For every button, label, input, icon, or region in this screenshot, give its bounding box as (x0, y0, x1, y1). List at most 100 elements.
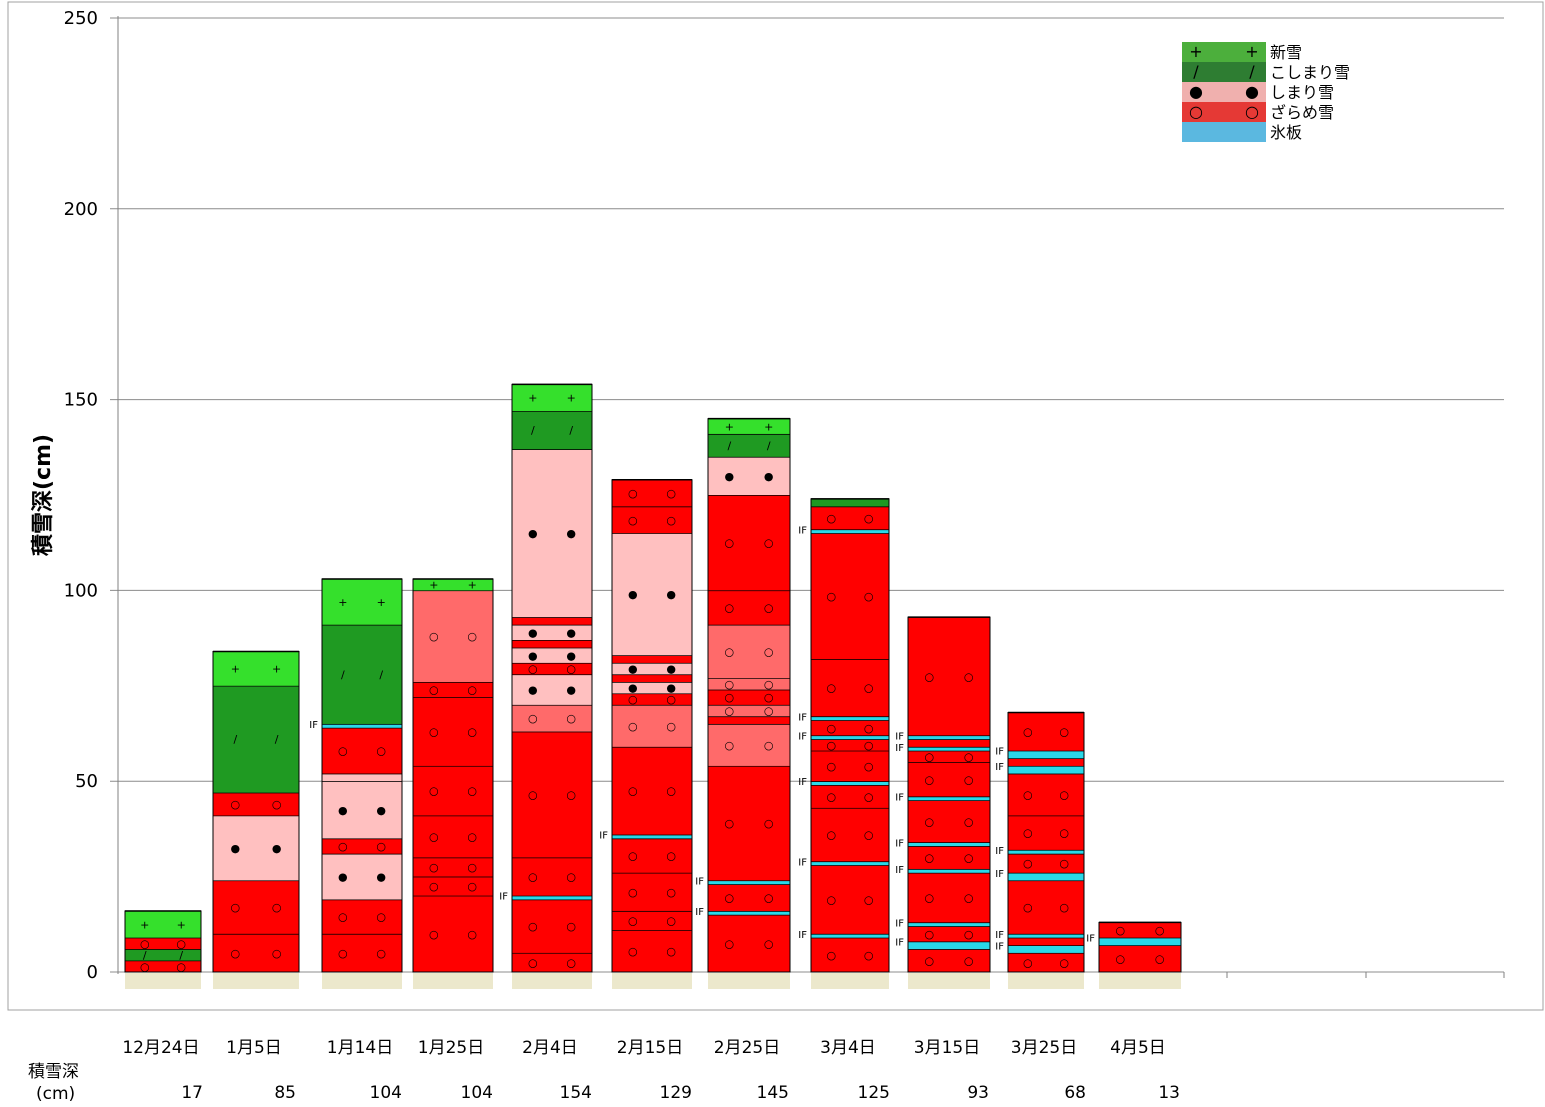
layer-marker: + (338, 596, 347, 609)
layer-marker: ● (338, 871, 348, 884)
ice-label: IF (599, 831, 608, 842)
layer-marker: ○ (725, 602, 735, 615)
layer-marker: ○ (725, 937, 735, 950)
layer-marker: ○ (666, 945, 676, 958)
layer-zarame (512, 663, 592, 674)
layer-marker: ○ (1023, 901, 1033, 914)
depth-value: 13 (1158, 1083, 1180, 1103)
ice-label: IF (1086, 934, 1095, 945)
layer-marker: ● (566, 527, 576, 540)
ice-label: IF (895, 865, 904, 876)
y-tick-label: 200 (64, 199, 98, 220)
layer-zarame (413, 766, 493, 816)
layer-marker: ○ (429, 928, 439, 941)
date-label: 12月24日 (122, 1038, 199, 1058)
layer-zarame (1008, 880, 1084, 933)
legend-item-5: 氷板 (1182, 122, 1302, 142)
layer-marker: ○ (338, 840, 348, 853)
layer-marker: ○ (467, 928, 477, 941)
layer-zarame_light (708, 705, 790, 716)
layer-marker: ○ (826, 829, 836, 842)
ice-label: IF (995, 762, 1004, 773)
layer-zarame (213, 880, 299, 933)
layer-marker: + (468, 579, 477, 592)
layer-marker: ○ (376, 911, 386, 924)
layer-marker: ○ (338, 745, 348, 758)
layer-marker: ○ (864, 590, 874, 603)
layer-marker: ○ (826, 682, 836, 695)
ground-strip (1099, 973, 1181, 989)
depth-value: 17 (181, 1083, 203, 1103)
ice-label: IF (895, 838, 904, 849)
layer-zarame (125, 938, 201, 949)
layer-marker: / (531, 424, 535, 437)
layer-marker: ○ (467, 785, 477, 798)
ice-label: IF (995, 869, 1004, 880)
profile-column-7: ○ ○IF○ ○IF○ ○○ ○○ ○○ ○○ ○○ ○○ ○○ ○● ●//+ + (695, 419, 790, 989)
layer-marker: ○ (764, 705, 774, 718)
date-label: 1月14日 (327, 1038, 393, 1058)
date-label: 2月4日 (522, 1038, 578, 1058)
y-tick-label: 50 (75, 771, 98, 792)
layer-shimari_light (512, 449, 592, 617)
layer-marker: ○ (376, 745, 386, 758)
layer-marker: ● (666, 663, 676, 676)
legend-marker: ○ (1189, 102, 1203, 121)
depth-value: 129 (660, 1083, 692, 1103)
layer-zarame (213, 934, 299, 972)
layer-zarame (1008, 713, 1084, 751)
layer-zarame (708, 766, 790, 880)
layer-zarame (512, 640, 592, 648)
layer-marker: ● (376, 804, 386, 817)
layer-zarame (811, 751, 889, 782)
depth-row-label: 積雪深 (28, 1062, 79, 1082)
layer-shinsetsu (708, 419, 790, 434)
layer-shinsetsu (322, 579, 402, 625)
layer-marker: ○ (467, 831, 477, 844)
layer-marker: ○ (628, 914, 638, 927)
layer-marker: ○ (925, 670, 935, 683)
layer-zarame (612, 655, 692, 663)
ice-label: IF (798, 930, 807, 941)
layer-marker: ○ (925, 852, 935, 865)
layer-marker: ○ (467, 861, 477, 874)
layer-marker: ○ (1059, 901, 1069, 914)
layer-marker: ○ (964, 852, 974, 865)
legend-marker: ● (1245, 82, 1259, 101)
layer-zarame (512, 899, 592, 952)
layer-marker: ○ (528, 663, 538, 676)
layer-shinsetsu (413, 579, 493, 590)
layer-zarame (811, 739, 889, 750)
layer-marker: ○ (764, 678, 774, 691)
layer-shimari_light (512, 625, 592, 640)
layer-marker: ● (566, 649, 576, 662)
layer-ice (908, 941, 990, 949)
depth-row-unit: (cm) (36, 1084, 75, 1104)
ice-label: IF (895, 743, 904, 754)
ice-label: IF (995, 846, 1004, 857)
layer-marker: ○ (925, 892, 935, 905)
depth-value: 68 (1064, 1083, 1086, 1103)
layer-marker: ○ (628, 945, 638, 958)
layer-marker: ○ (725, 892, 735, 905)
layer-zarame (1008, 774, 1084, 816)
layer-koshimari (125, 949, 201, 960)
layer-zarame (811, 533, 889, 659)
layer-zarame (908, 751, 990, 762)
layer-zarame (708, 690, 790, 705)
layer-marker: ○ (628, 693, 638, 706)
layer-zarame (612, 693, 692, 704)
layer-marker: ○ (628, 514, 638, 527)
layer-marker: ○ (231, 901, 241, 914)
layer-marker: ○ (964, 955, 974, 968)
layer-koshimari (213, 686, 299, 793)
layer-zarame (908, 739, 990, 747)
layer-marker: ○ (1023, 827, 1033, 840)
layer-marker: ○ (864, 512, 874, 525)
layer-marker: ○ (925, 773, 935, 786)
layer-zarame (908, 617, 990, 735)
layer-zarame (708, 884, 790, 911)
layer-marker: ○ (231, 947, 241, 960)
layer-marker: ○ (964, 670, 974, 683)
layer-marker: ○ (566, 663, 576, 676)
